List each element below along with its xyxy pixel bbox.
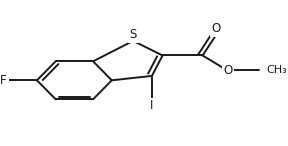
Text: O: O xyxy=(211,22,221,35)
Text: O: O xyxy=(223,64,233,77)
Text: F: F xyxy=(0,74,7,87)
Text: O: O xyxy=(266,64,275,77)
Text: S: S xyxy=(130,28,137,41)
Text: CH₃: CH₃ xyxy=(267,65,287,75)
Text: I: I xyxy=(150,99,154,112)
